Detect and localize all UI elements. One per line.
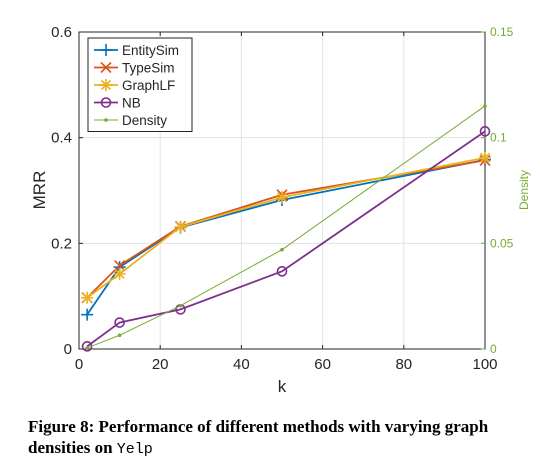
data-point	[113, 267, 126, 280]
legend-item: GraphLF	[94, 78, 175, 93]
data-point	[114, 317, 125, 328]
series-typesim	[81, 154, 491, 304]
legend: EntitySim TypeSim GraphLF NB Density	[87, 37, 193, 132]
legend-item: NB	[94, 96, 141, 111]
series-layer	[81, 104, 491, 352]
caption-dataset: Yelp	[116, 441, 153, 458]
y-tick-label: 0.6	[51, 24, 72, 41]
plot-frame	[78, 31, 486, 350]
series-line	[86, 156, 486, 299]
series-density	[85, 104, 487, 350]
caption-text: Performance of different methods with va…	[28, 417, 489, 457]
series-line	[86, 158, 486, 316]
y2-tick-label: 0	[490, 342, 497, 356]
data-point	[479, 151, 491, 164]
right-axis: 0 0.05 0.1 0.15	[481, 25, 514, 356]
legend-item: TypeSim	[94, 61, 175, 76]
legend-marker	[100, 61, 112, 74]
data-point	[276, 191, 288, 204]
x-tick-label: 80	[395, 356, 412, 373]
data-point	[81, 291, 94, 304]
legend-marker	[104, 118, 108, 122]
y2-axis-label: Density	[517, 170, 531, 210]
y-tick-label: 0	[64, 341, 72, 358]
chart: 0 0.2 0.4 0.6 0 0.05 0.1 0.15 0 20 40 60 80 100 k M…	[30, 24, 531, 396]
series-entitysim	[81, 153, 491, 321]
legend-marker	[100, 44, 112, 56]
legend-label: TypeSim	[122, 61, 175, 76]
x-tick-label: 0	[75, 356, 83, 373]
data-point	[479, 126, 491, 137]
legend-item: Density	[94, 113, 167, 128]
x-axis: 0 20 40 60 80 100	[75, 32, 498, 373]
y-tick-label: 0.2	[51, 235, 72, 252]
y-axis-label: MRR	[30, 171, 49, 210]
data-point	[117, 333, 122, 338]
data-point	[276, 266, 288, 277]
series-graphlf	[81, 151, 491, 304]
y2-tick-label: 0.05	[490, 236, 514, 250]
legend-label: NB	[122, 96, 141, 111]
x-tick-label: 40	[233, 356, 250, 373]
data-point	[85, 346, 89, 350]
figure-caption: Figure 8: Performance of different metho…	[28, 416, 528, 460]
data-point	[114, 259, 126, 272]
data-point	[178, 303, 183, 308]
series-line	[86, 105, 486, 349]
legend-label: Density	[122, 113, 167, 128]
x-axis-label: k	[278, 377, 287, 396]
data-point	[483, 104, 487, 108]
legend-marker	[100, 79, 112, 91]
x-tick-label: 20	[152, 356, 169, 373]
caption-label: Figure 8:	[28, 417, 95, 436]
x-tick-label: 100	[472, 356, 497, 373]
legend-label: EntitySim	[122, 43, 179, 58]
series-line	[86, 130, 486, 348]
legend-marker	[100, 97, 112, 108]
data-point	[174, 220, 187, 233]
legend-item: EntitySim	[94, 43, 179, 58]
y2-tick-label: 0.1	[490, 131, 507, 145]
series-nb	[81, 126, 491, 352]
x-tick-label: 60	[314, 356, 331, 373]
legend-label: GraphLF	[122, 78, 175, 93]
data-point	[280, 247, 284, 252]
data-point	[81, 308, 94, 321]
left-axis: 0 0.2 0.4 0.6	[51, 24, 83, 358]
y-tick-label: 0.4	[51, 130, 72, 147]
series-line	[86, 159, 486, 299]
y2-tick-label: 0.15	[490, 25, 514, 39]
